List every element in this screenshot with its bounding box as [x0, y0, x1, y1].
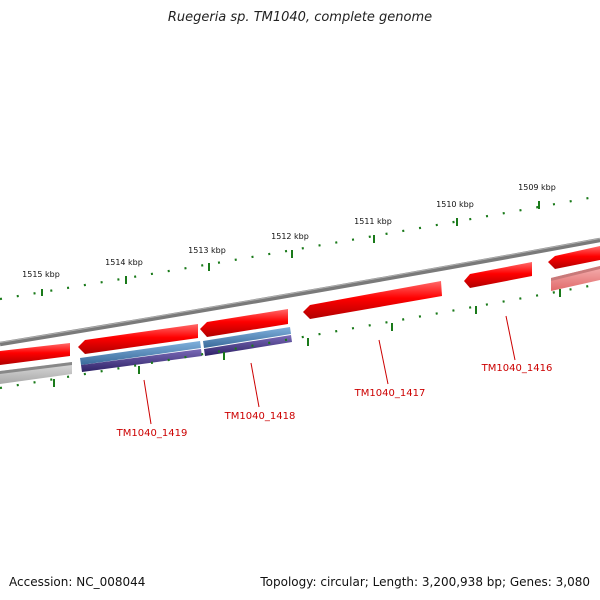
- gene-arrow[interactable]: [464, 262, 532, 288]
- gene-label-tm1040-1417[interactable]: TM1040_1417: [354, 388, 426, 399]
- gene-label-tm1040-1419[interactable]: TM1040_1419: [116, 428, 188, 439]
- scale-label-1514: 1514 kbp: [105, 258, 143, 267]
- gene-arrow[interactable]: [200, 309, 288, 337]
- gene-arrow[interactable]: [0, 343, 70, 365]
- scale-ring-upper: [0, 194, 600, 301]
- accession-label: Accession: NC_008044: [9, 575, 146, 589]
- gene-arrow[interactable]: [551, 266, 600, 291]
- feature-band[interactable]: [80, 341, 201, 365]
- scale-major-ticks-lower: [53, 289, 561, 387]
- scale-major-ticks: [41, 201, 540, 296]
- page-title: Ruegeria sp. TM1040, complete genome: [167, 10, 433, 25]
- scale-label-1509: 1509 kbp: [518, 183, 556, 192]
- scale-label-1513: 1513 kbp: [188, 246, 226, 255]
- feature-band[interactable]: [81, 349, 202, 372]
- gene-label-tm1040-1416[interactable]: TM1040_1416: [481, 363, 553, 374]
- gene-label-tm1040-1418[interactable]: TM1040_1418: [224, 411, 296, 422]
- gene-arrow[interactable]: [303, 281, 442, 319]
- label-leaders: [143, 315, 516, 425]
- genome-summary: Topology: circular; Length: 3,200,938 bp…: [260, 575, 590, 589]
- scale-label-1510: 1510 kbp: [436, 200, 474, 209]
- scale-label-1511: 1511 kbp: [354, 217, 392, 226]
- scale-label-1515: 1515 kbp: [22, 270, 60, 279]
- feature-band[interactable]: [204, 335, 292, 356]
- scale-label-1512: 1512 kbp: [271, 232, 309, 241]
- scale-ring-lower: [0, 282, 600, 390]
- gene-arrow[interactable]: [548, 246, 600, 269]
- feature-band[interactable]: [203, 327, 291, 348]
- gene-arrow[interactable]: [0, 362, 72, 384]
- genome-backbone: [0, 237, 600, 347]
- gene-arrow[interactable]: [551, 266, 600, 281]
- gene-arrow[interactable]: [78, 324, 198, 354]
